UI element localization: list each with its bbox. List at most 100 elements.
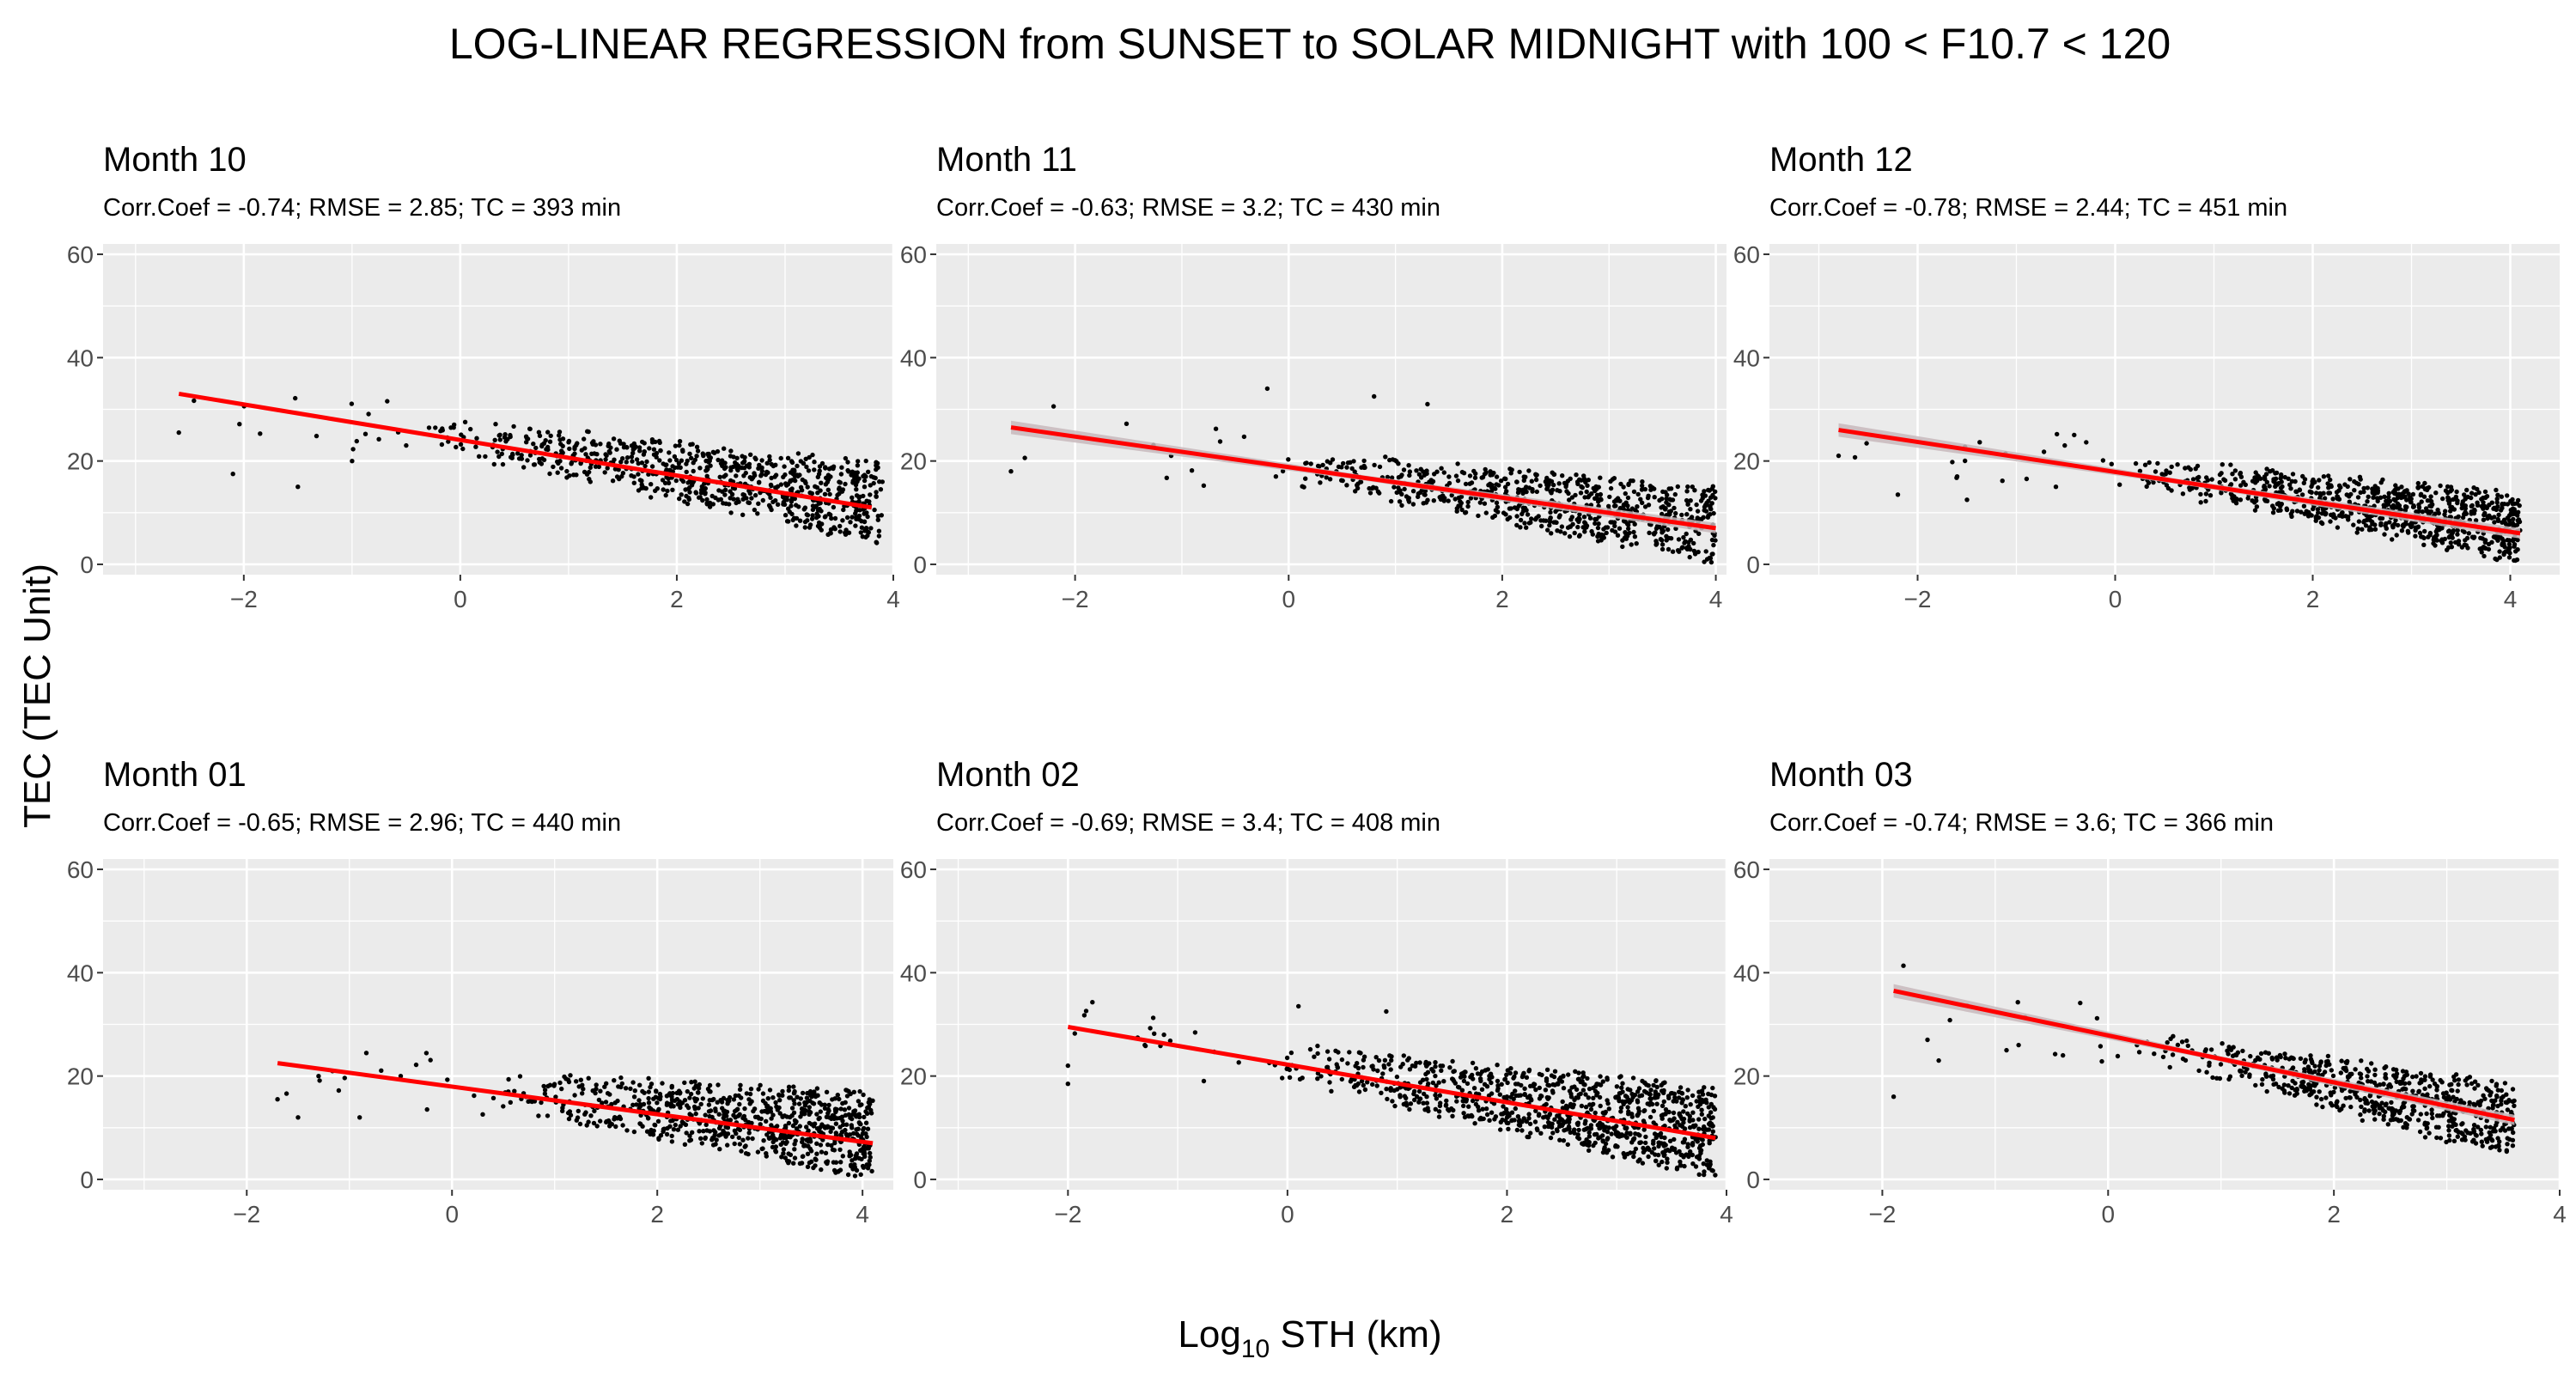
- data-point: [680, 448, 685, 453]
- data-point: [2446, 1094, 2451, 1100]
- data-point: [1318, 480, 1323, 485]
- data-point: [2416, 509, 2421, 514]
- data-point: [1640, 500, 1645, 505]
- data-point: [1347, 1050, 1352, 1055]
- data-point: [848, 1115, 853, 1120]
- data-point: [362, 431, 368, 436]
- data-point: [2425, 487, 2430, 492]
- data-point: [1623, 1099, 1629, 1105]
- data-point: [2422, 528, 2427, 534]
- data-point: [295, 1115, 301, 1120]
- data-point: [832, 515, 838, 521]
- data-point: [661, 487, 666, 492]
- data-point: [1398, 1094, 1403, 1100]
- data-point: [2479, 1139, 2484, 1144]
- data-point: [843, 1100, 848, 1106]
- data-point: [624, 455, 630, 460]
- data-point: [777, 1111, 783, 1116]
- data-point: [2412, 1108, 2417, 1113]
- data-point: [1397, 499, 1403, 504]
- data-point: [746, 500, 752, 506]
- data-point: [1659, 1082, 1664, 1088]
- data-point: [1433, 1093, 1438, 1098]
- data-point: [1421, 1100, 1426, 1106]
- data-point: [2360, 527, 2365, 532]
- data-point: [2229, 492, 2235, 497]
- data-point: [1508, 1094, 1513, 1100]
- data-point: [733, 463, 738, 468]
- data-point: [718, 497, 723, 502]
- data-point: [1667, 1138, 1673, 1144]
- data-point: [786, 1159, 792, 1164]
- data-point: [855, 470, 860, 475]
- data-point: [2189, 485, 2195, 491]
- data-point: [2459, 1122, 2464, 1127]
- data-point: [2310, 1060, 2315, 1066]
- data-point: [1406, 497, 1411, 503]
- panel-subtitle: Corr.Coef = -0.74; RMSE = 2.85; TC = 393…: [103, 194, 621, 222]
- data-point: [1619, 1085, 1624, 1090]
- data-point: [868, 492, 873, 497]
- data-point: [547, 439, 553, 444]
- data-point: [684, 1130, 689, 1136]
- data-point: [2407, 1081, 2412, 1086]
- data-point: [2244, 1066, 2250, 1072]
- data-point: [1439, 1068, 1444, 1074]
- data-point: [1449, 492, 1454, 498]
- data-point: [1684, 1095, 1690, 1100]
- data-point: [804, 464, 809, 470]
- data-point: [1609, 1131, 1614, 1136]
- data-point: [1453, 473, 1459, 478]
- data-point: [2186, 465, 2191, 470]
- data-point: [863, 474, 868, 479]
- data-point: [2434, 1084, 2439, 1089]
- data-point: [2440, 496, 2445, 502]
- data-point: [1702, 1124, 1707, 1130]
- data-point: [2133, 460, 2139, 466]
- data-point: [848, 520, 853, 525]
- data-point: [433, 425, 438, 430]
- data-point: [646, 1089, 651, 1094]
- data-point: [1542, 1124, 1548, 1130]
- data-point: [860, 1130, 866, 1136]
- data-point: [2437, 1113, 2442, 1118]
- data-point: [837, 1147, 843, 1153]
- data-point: [2000, 478, 2005, 484]
- data-point: [2329, 1103, 2335, 1108]
- data-point: [2401, 1103, 2406, 1109]
- data-point: [1434, 469, 1440, 474]
- data-point: [1625, 1105, 1630, 1110]
- data-point: [568, 1112, 574, 1118]
- data-point: [591, 1120, 597, 1126]
- data-point: [767, 1088, 773, 1093]
- data-point: [1362, 1087, 1368, 1093]
- data-point: [866, 1104, 872, 1110]
- data-point: [1554, 520, 1559, 525]
- data-point: [1447, 1065, 1452, 1070]
- data-point: [2404, 1072, 2409, 1077]
- data-point: [608, 445, 613, 450]
- data-point: [541, 457, 547, 463]
- data-point: [2208, 493, 2214, 498]
- data-point: [2196, 474, 2201, 480]
- data-point: [2347, 1095, 2352, 1100]
- data-point: [1653, 542, 1659, 547]
- data-point: [807, 1146, 813, 1152]
- data-point: [230, 472, 235, 477]
- data-point: [1535, 1127, 1540, 1133]
- data-point: [813, 1093, 818, 1098]
- data-point: [1622, 1155, 1628, 1160]
- data-point: [483, 454, 488, 460]
- data-point: [765, 1096, 770, 1101]
- data-point: [2283, 1056, 2288, 1061]
- data-point: [2425, 1092, 2430, 1097]
- data-point: [1315, 1076, 1320, 1081]
- data-point: [800, 477, 805, 483]
- data-point: [1514, 479, 1519, 484]
- data-point: [586, 1075, 591, 1081]
- data-point: [1401, 467, 1407, 472]
- data-point: [2329, 1093, 2334, 1098]
- data-point: [2517, 503, 2522, 509]
- data-point: [2264, 466, 2269, 472]
- data-point: [672, 454, 678, 460]
